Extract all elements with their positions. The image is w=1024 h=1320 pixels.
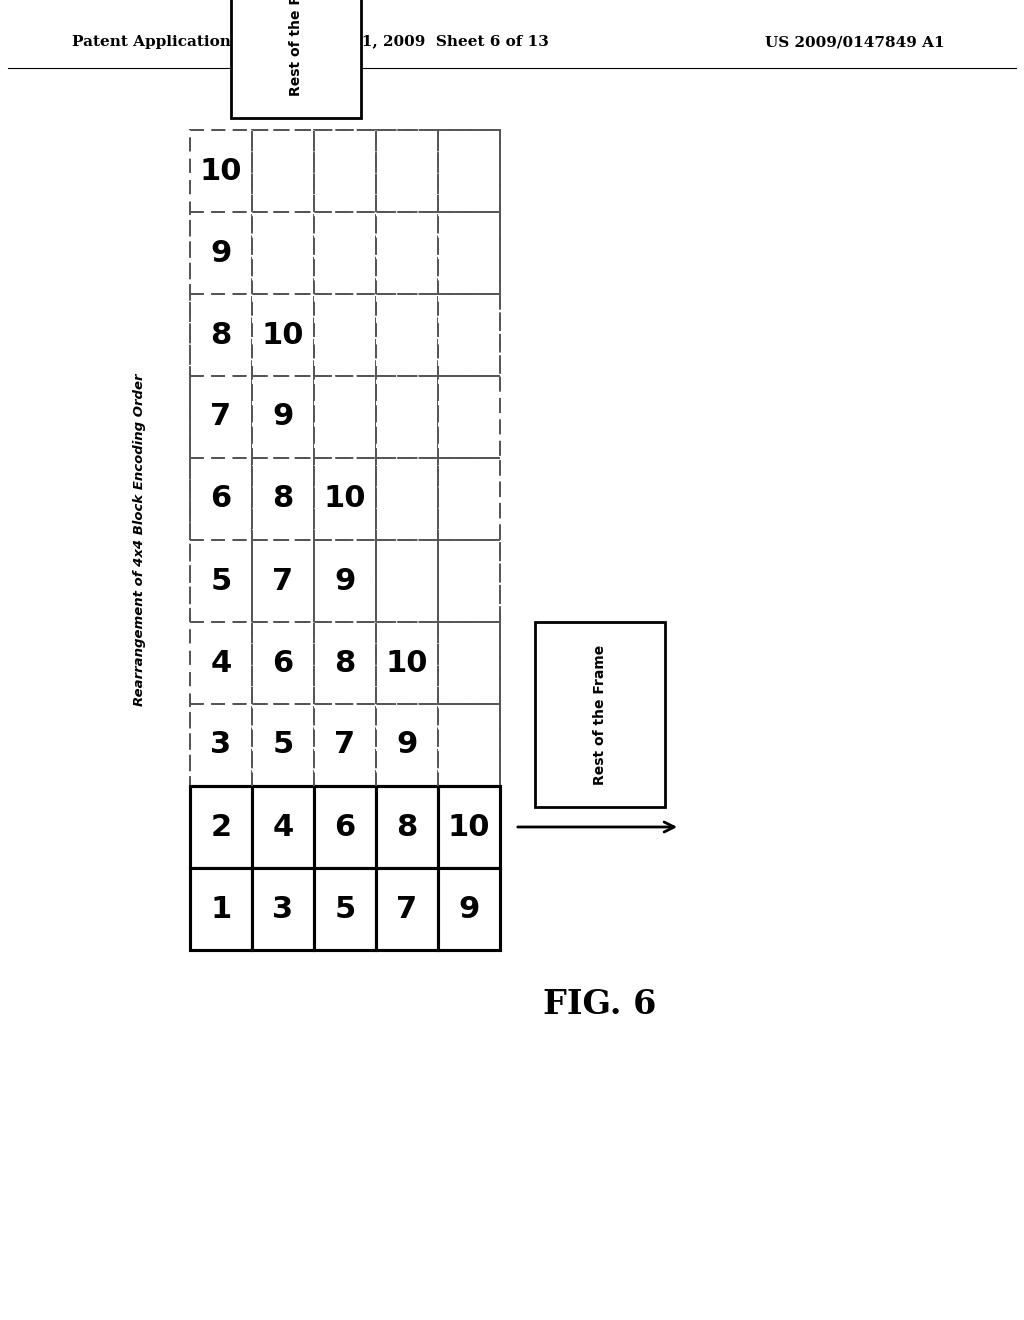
Bar <box>252 869 314 950</box>
Text: Jun. 11, 2009  Sheet 6 of 13: Jun. 11, 2009 Sheet 6 of 13 <box>311 36 549 49</box>
Text: 5: 5 <box>335 895 355 924</box>
Text: 8: 8 <box>210 321 231 350</box>
Text: 9: 9 <box>396 730 418 759</box>
Bar <box>376 540 438 622</box>
Bar <box>438 294 500 376</box>
Bar <box>190 213 252 294</box>
Bar <box>252 294 314 376</box>
Bar <box>376 458 438 540</box>
Text: 9: 9 <box>334 566 355 595</box>
Text: 5: 5 <box>272 730 294 759</box>
Bar <box>438 622 500 704</box>
Text: 6: 6 <box>335 813 355 842</box>
Text: 7: 7 <box>272 566 294 595</box>
Text: Rearrangement of 4x4 Block Encoding Order: Rearrangement of 4x4 Block Encoding Orde… <box>133 374 146 706</box>
Bar <box>190 294 252 376</box>
Bar <box>314 869 376 950</box>
Bar <box>252 129 314 213</box>
Bar <box>190 458 252 540</box>
Bar <box>438 540 500 622</box>
Text: 9: 9 <box>210 239 231 268</box>
Text: 7: 7 <box>211 403 231 432</box>
Bar <box>438 213 500 294</box>
Text: 9: 9 <box>459 895 479 924</box>
Bar <box>438 458 500 540</box>
Bar <box>376 129 438 213</box>
Text: 7: 7 <box>335 730 355 759</box>
Bar <box>252 785 314 869</box>
Text: 3: 3 <box>272 895 294 924</box>
Text: 7: 7 <box>396 895 418 924</box>
Text: FIG. 6: FIG. 6 <box>544 989 656 1022</box>
Bar <box>535 622 665 807</box>
Bar <box>438 785 500 869</box>
Text: 8: 8 <box>335 648 355 677</box>
Bar <box>252 376 314 458</box>
Text: 10: 10 <box>324 484 367 513</box>
Bar <box>190 540 252 622</box>
Bar <box>376 213 438 294</box>
Bar <box>252 458 314 540</box>
Text: 8: 8 <box>396 813 418 842</box>
Text: 8: 8 <box>272 484 294 513</box>
Bar <box>314 785 376 869</box>
Bar <box>376 704 438 785</box>
Text: 4: 4 <box>272 813 294 842</box>
Bar <box>438 129 500 213</box>
Text: 5: 5 <box>210 566 231 595</box>
Bar <box>314 704 376 785</box>
Bar <box>252 540 314 622</box>
Bar <box>314 213 376 294</box>
Text: 4: 4 <box>210 648 231 677</box>
Bar <box>190 129 500 785</box>
Bar <box>314 294 376 376</box>
Bar <box>190 869 252 950</box>
Bar <box>231 0 361 117</box>
Text: 3: 3 <box>211 730 231 759</box>
Bar <box>252 213 314 294</box>
Bar <box>438 869 500 950</box>
Text: Rest of the Frame: Rest of the Frame <box>593 644 607 784</box>
Text: Rest of the Frame: Rest of the Frame <box>289 0 303 95</box>
Bar <box>314 376 376 458</box>
Bar <box>376 294 438 376</box>
Bar <box>252 704 314 785</box>
Bar <box>438 704 500 785</box>
Bar <box>190 376 252 458</box>
Bar <box>190 129 252 213</box>
Bar <box>190 622 252 704</box>
Bar <box>376 869 438 950</box>
Text: 10: 10 <box>200 157 243 186</box>
Bar <box>376 376 438 458</box>
Text: 10: 10 <box>447 813 490 842</box>
Text: 6: 6 <box>210 484 231 513</box>
Text: 9: 9 <box>272 403 294 432</box>
Bar <box>314 540 376 622</box>
Bar <box>314 458 376 540</box>
Bar <box>438 376 500 458</box>
Text: US 2009/0147849 A1: US 2009/0147849 A1 <box>765 36 945 49</box>
Bar <box>314 622 376 704</box>
Text: 6: 6 <box>272 648 294 677</box>
Bar <box>190 785 500 950</box>
Bar <box>190 785 252 869</box>
Text: 10: 10 <box>262 321 304 350</box>
Text: 1: 1 <box>210 895 231 924</box>
Bar <box>376 785 438 869</box>
Text: Patent Application Publication: Patent Application Publication <box>72 36 334 49</box>
Bar <box>252 622 314 704</box>
Bar <box>314 129 376 213</box>
Text: 10: 10 <box>386 648 428 677</box>
Bar <box>190 704 252 785</box>
Text: 2: 2 <box>211 813 231 842</box>
Bar <box>376 622 438 704</box>
